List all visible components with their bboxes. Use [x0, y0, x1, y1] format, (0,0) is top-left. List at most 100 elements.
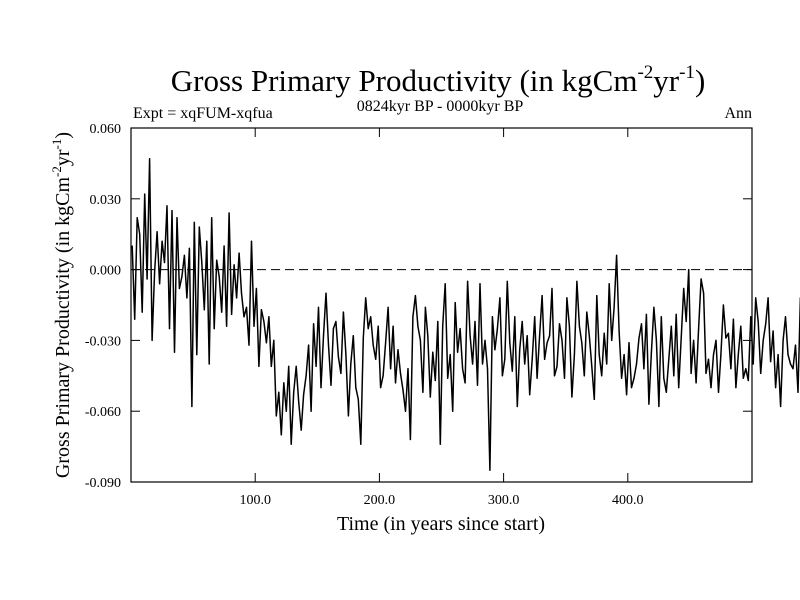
data-point	[327, 344, 330, 346]
data-point	[216, 259, 218, 261]
data-point	[519, 349, 521, 351]
data-point	[737, 354, 739, 356]
data-point	[586, 311, 588, 313]
data-point	[452, 410, 454, 412]
data-point	[159, 283, 161, 285]
data-point	[203, 309, 205, 311]
data-point	[337, 356, 339, 358]
data-point	[221, 311, 223, 313]
data-point	[792, 368, 794, 370]
data-point	[412, 316, 414, 318]
data-point	[784, 316, 787, 318]
data-point	[695, 382, 697, 384]
data-point	[136, 217, 138, 219]
data-point	[544, 358, 546, 360]
data-point	[660, 316, 662, 318]
data-point	[228, 212, 230, 214]
data-point	[665, 391, 667, 393]
data-point	[417, 325, 419, 327]
data-point	[633, 377, 635, 379]
y-tick-label: 0.060	[90, 122, 122, 137]
data-point	[357, 398, 359, 400]
data-point	[496, 328, 498, 330]
data-point	[650, 351, 653, 353]
data-point	[767, 297, 769, 299]
data-point	[367, 328, 369, 330]
data-point	[794, 344, 797, 346]
data-point	[603, 332, 605, 334]
data-point	[509, 342, 511, 344]
data-point	[489, 469, 491, 471]
data-point	[504, 358, 506, 360]
data-point	[678, 387, 680, 389]
data-point	[578, 325, 581, 327]
data-point	[618, 330, 620, 332]
data-point	[712, 354, 715, 356]
data-point	[434, 379, 436, 382]
data-point	[424, 306, 426, 308]
y-axis-title: Gross Primary Productivity (in kgCm-2yr-…	[49, 132, 74, 478]
data-point	[166, 205, 168, 207]
data-point	[730, 368, 732, 370]
data-point	[762, 339, 764, 341]
data-point	[171, 210, 173, 212]
data-point	[715, 339, 717, 341]
data-point	[397, 349, 399, 351]
data-point	[680, 337, 682, 339]
data-point	[683, 287, 685, 290]
data-point	[280, 434, 282, 436]
data-point	[643, 368, 645, 370]
data-point	[151, 339, 153, 341]
data-point	[705, 372, 707, 374]
data-point	[295, 365, 297, 367]
data-point	[698, 328, 700, 330]
data-point	[419, 339, 421, 341]
data-point	[745, 368, 747, 370]
x-axis-ticks: 100.0 200.0 300.0 400.0	[239, 128, 644, 508]
data-point	[588, 335, 590, 337]
data-point	[191, 405, 193, 408]
data-point	[362, 337, 364, 339]
data-point	[144, 193, 146, 195]
data-point	[499, 297, 501, 299]
data-point	[722, 304, 725, 306]
data-point	[447, 377, 449, 379]
data-point	[531, 358, 533, 360]
data-point	[245, 306, 248, 308]
data-point	[238, 252, 240, 254]
data-point	[787, 354, 789, 356]
data-point	[623, 354, 625, 356]
data-point	[372, 344, 374, 346]
data-point	[347, 415, 349, 417]
data-point	[263, 320, 265, 323]
data-point	[526, 335, 528, 337]
data-point	[670, 325, 672, 327]
data-point	[690, 372, 692, 374]
data-point	[571, 396, 573, 398]
data-point	[494, 349, 496, 351]
data-point	[524, 363, 526, 365]
data-point	[668, 358, 670, 360]
data-point	[270, 365, 272, 367]
data-point	[365, 297, 367, 299]
data-point	[390, 368, 392, 370]
data-point	[566, 297, 568, 299]
data-point	[653, 306, 655, 308]
data-point	[439, 443, 441, 445]
data-point	[131, 245, 133, 247]
data-point	[293, 391, 295, 393]
data-point	[342, 311, 344, 313]
data-point	[536, 377, 538, 379]
y-tick-label: 0.000	[90, 264, 122, 279]
data-point	[283, 382, 285, 384]
data-point	[223, 245, 225, 247]
data-point	[464, 382, 466, 384]
data-point	[303, 394, 305, 396]
data-point	[630, 387, 633, 389]
data-point	[437, 320, 439, 323]
data-point	[176, 217, 178, 219]
data-point	[149, 158, 151, 160]
data-point	[735, 387, 737, 389]
data-point	[193, 221, 195, 223]
data-point	[789, 363, 792, 365]
